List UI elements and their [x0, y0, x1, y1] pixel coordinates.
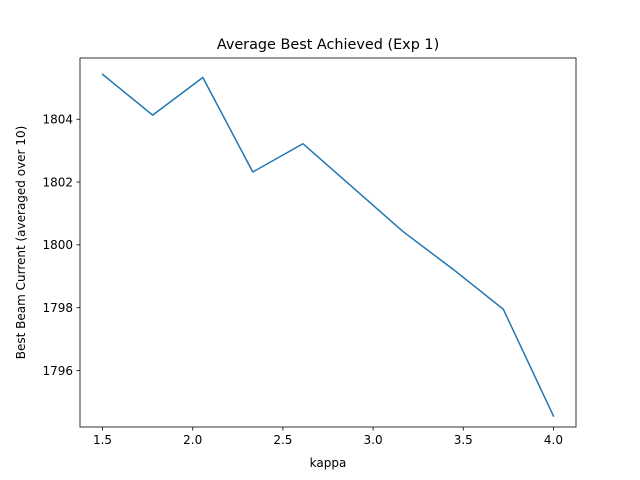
x-tick-label: 2.0 — [183, 433, 202, 447]
chart-title: Average Best Achieved (Exp 1) — [217, 37, 439, 53]
y-tick-label: 1802 — [42, 175, 73, 189]
series-line-0 — [101, 73, 555, 418]
y-axis-label: Best Beam Current (averaged over 10) — [14, 126, 28, 360]
y-tick-label: 1796 — [42, 364, 73, 378]
x-axis-label: kappa — [310, 456, 347, 470]
y-tick-label: 1800 — [42, 238, 73, 252]
y-tick-label: 1798 — [42, 301, 73, 315]
y-axis: 1796 1798 1800 1802 1804 — [42, 113, 80, 378]
x-axis: 1.5 2.0 2.5 3.0 3.5 4.0 — [93, 427, 563, 447]
plot-frame — [79, 57, 577, 428]
plot-content — [101, 73, 555, 418]
x-tick-label: 3.5 — [454, 433, 473, 447]
x-tick-label: 2.5 — [273, 433, 292, 447]
x-tick-label: 4.0 — [544, 433, 563, 447]
x-tick-label: 3.0 — [364, 433, 383, 447]
x-tick-label: 1.5 — [93, 433, 112, 447]
y-tick-label: 1804 — [42, 113, 73, 127]
